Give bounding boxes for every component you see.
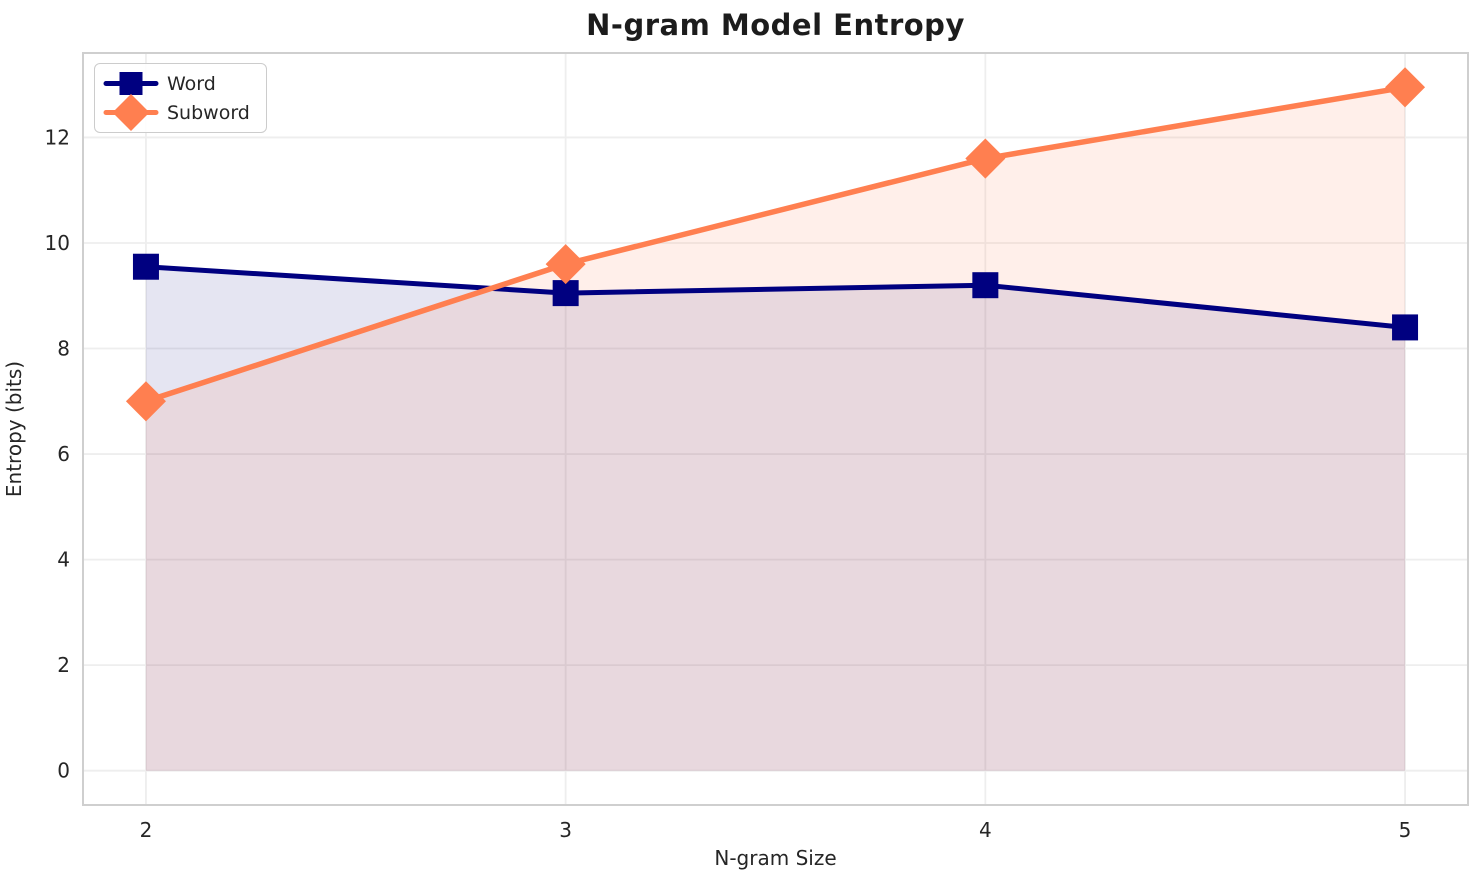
- word-marker-5: [1392, 314, 1419, 341]
- word-marker-3: [552, 280, 579, 307]
- y-tick-label-12: 12: [45, 125, 70, 149]
- legend-label-subword: Subword: [167, 101, 250, 124]
- y-tick-label-6: 6: [57, 442, 70, 466]
- subword-area-fill: [145, 87, 1406, 771]
- legend: Word Subword: [94, 63, 267, 133]
- word-line: [145, 264, 1406, 330]
- legend-label-word: Word: [167, 72, 216, 95]
- word-area-fill: [145, 266, 1406, 771]
- subword-legend-marker-icon: [103, 94, 159, 131]
- word-marker-2: [132, 253, 159, 280]
- y-tick-label-4: 4: [57, 548, 70, 572]
- word-marker-4: [972, 272, 999, 299]
- y-tick-label-0: 0: [57, 759, 70, 783]
- tick-labels: 2 3 4 5 0 2 4 6 8 10 12: [45, 125, 1412, 842]
- subword-legend-shape: [112, 94, 150, 131]
- x-tick-label-3: 3: [559, 818, 572, 842]
- x-tick-label-2: 2: [140, 818, 153, 842]
- x-tick-label-4: 4: [979, 818, 992, 842]
- plot-border: [82, 52, 1469, 806]
- word-legend-shape: [119, 72, 143, 95]
- subword-series: [125, 67, 1426, 422]
- subword-marker-4: [965, 138, 1006, 179]
- word-legend-marker-icon: [103, 72, 159, 95]
- y-tick-label-8: 8: [57, 337, 70, 361]
- y-axis-label: Entropy (bits): [2, 360, 26, 498]
- subword-marker-3: [545, 244, 586, 285]
- legend-item-subword: Subword: [103, 94, 250, 131]
- x-tick-label-5: 5: [1399, 818, 1412, 842]
- chart-title: N-gram Model Entropy: [586, 8, 965, 42]
- word-series: [132, 253, 1419, 341]
- subword-marker-5: [1385, 67, 1426, 108]
- subword-line: [145, 84, 1406, 404]
- y-tick-label-2: 2: [57, 653, 70, 677]
- y-tick-label-10: 10: [45, 231, 70, 255]
- subword-marker-2: [125, 381, 166, 422]
- x-axis-label: N-gram Size: [714, 846, 837, 870]
- legend-item-word: Word: [103, 69, 250, 98]
